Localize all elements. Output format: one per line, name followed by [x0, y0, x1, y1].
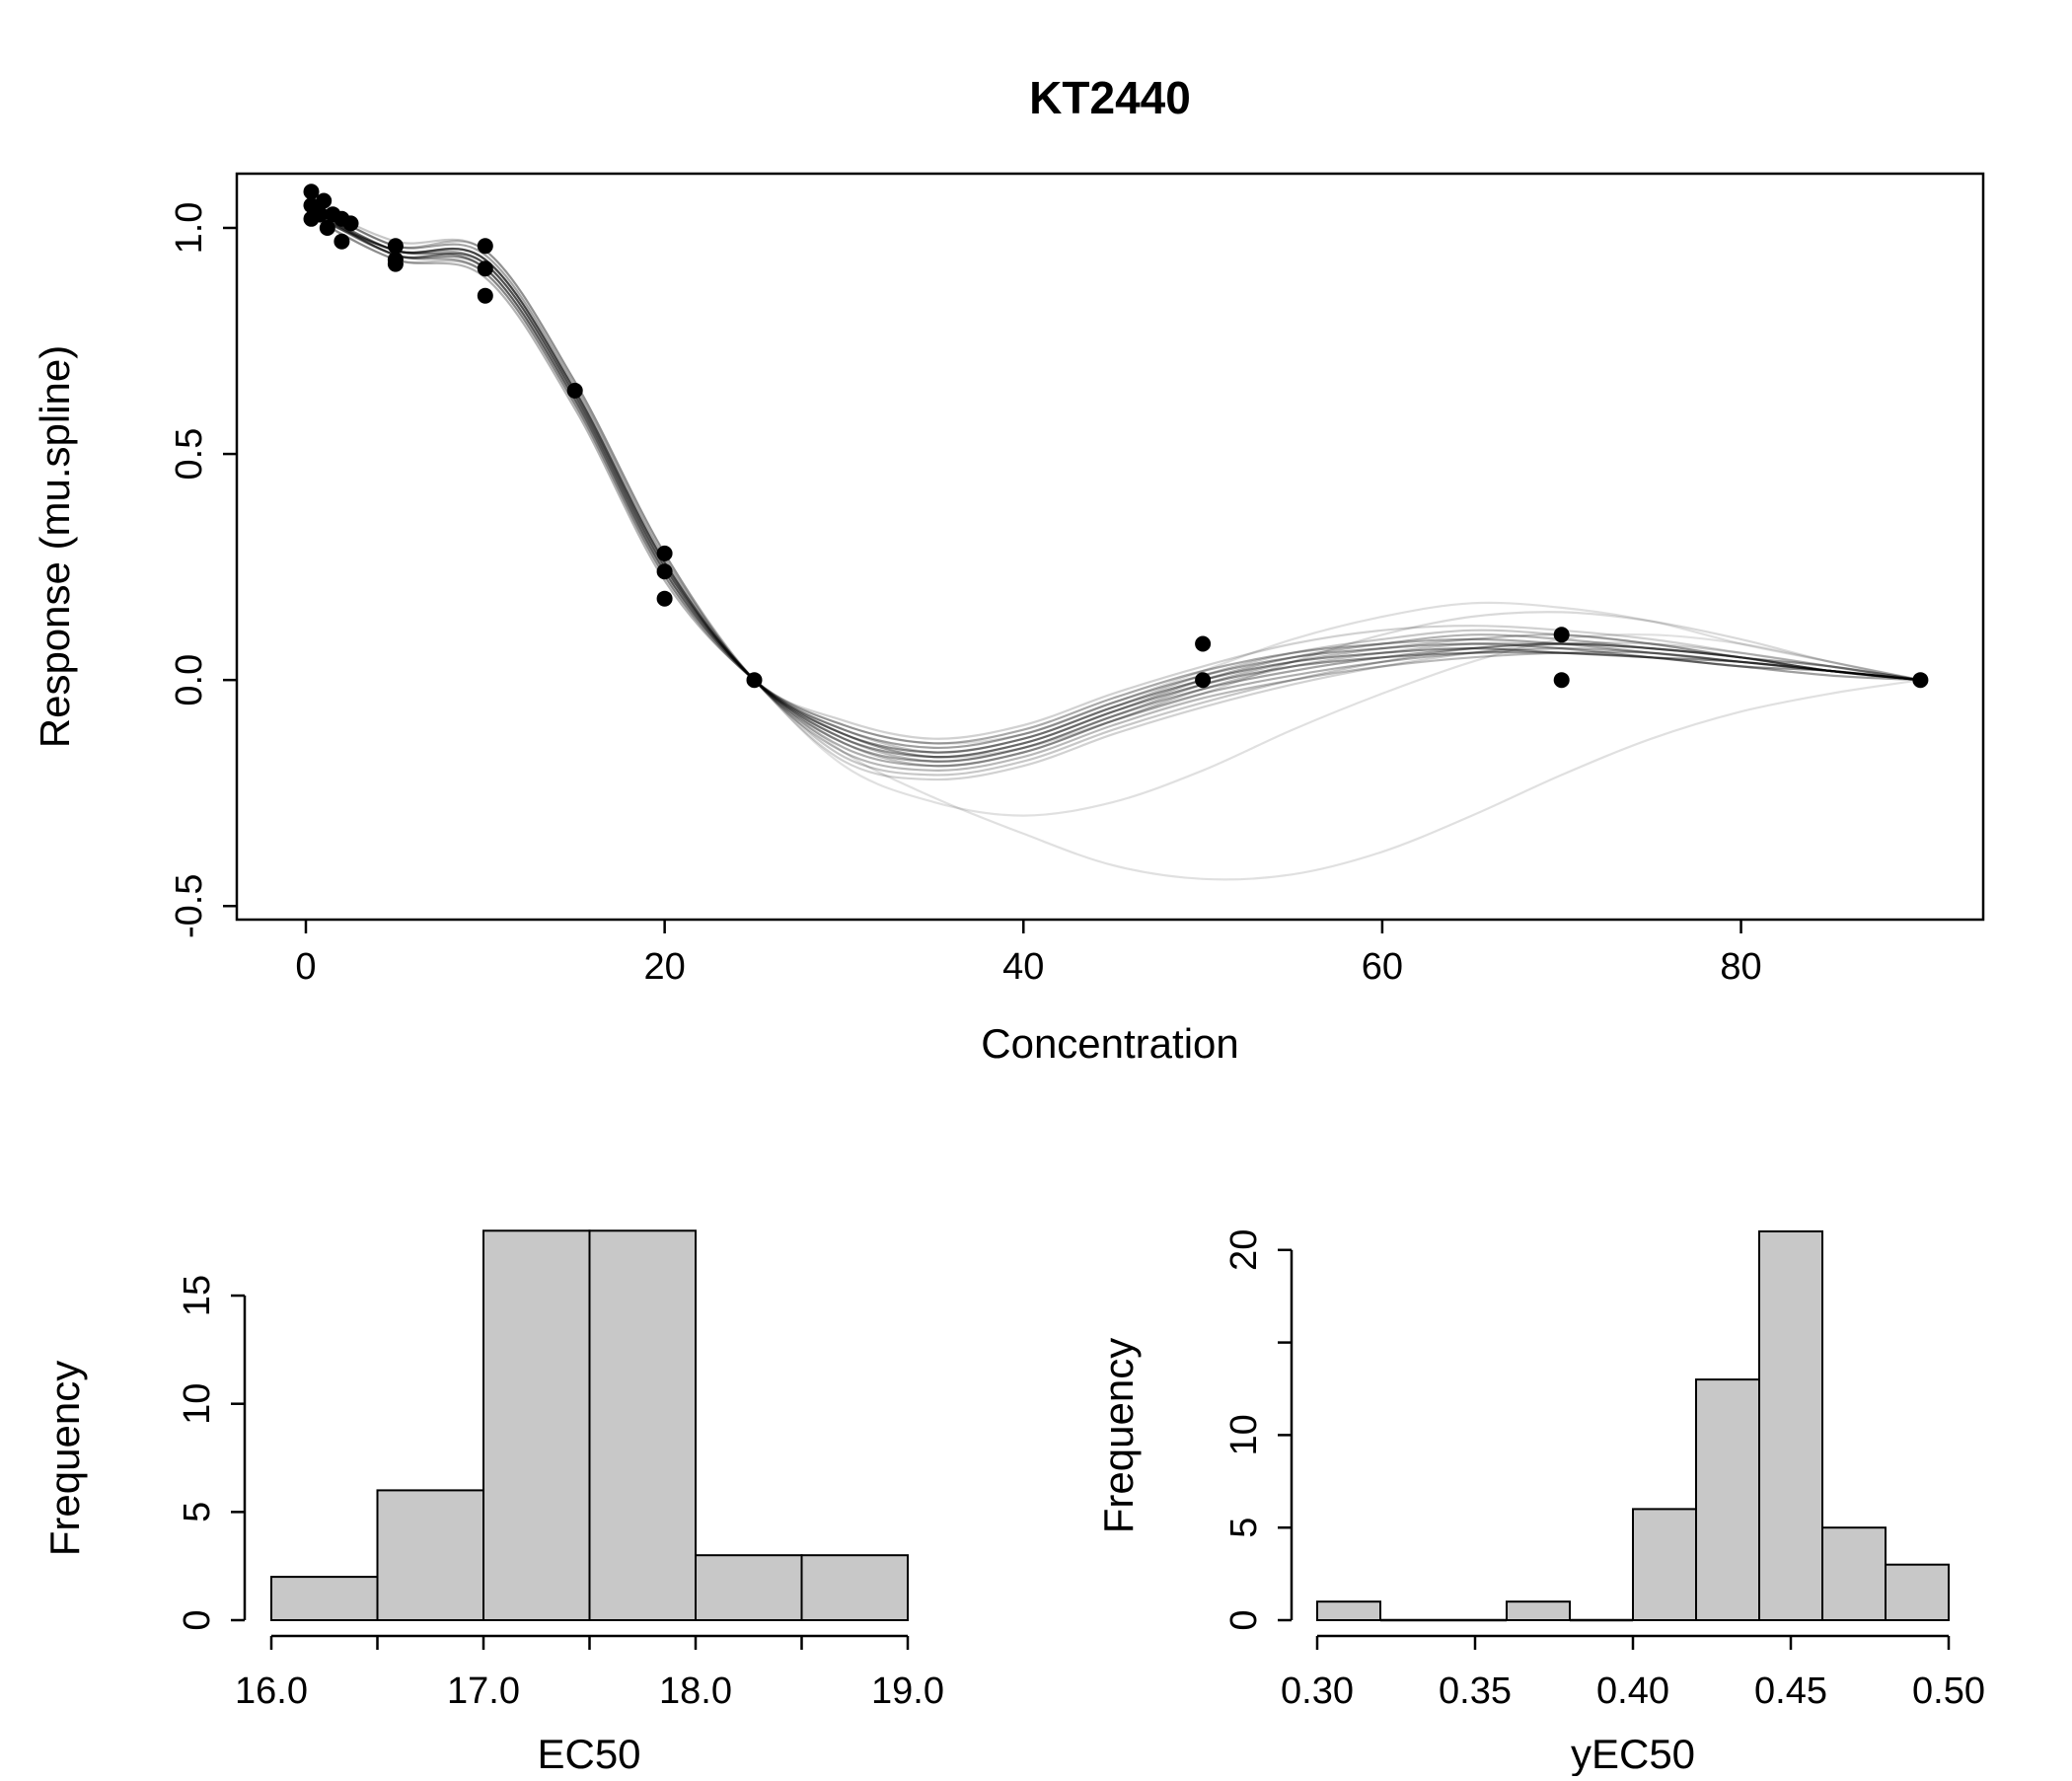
- data-point: [477, 260, 493, 277]
- spline-curve: [305, 199, 1921, 763]
- y-tick-label: 5: [1223, 1518, 1265, 1538]
- x-tick-label: 80: [1720, 946, 1761, 988]
- data-point: [387, 238, 404, 255]
- spline-curve: [305, 213, 1921, 759]
- y-tick-label: 15: [177, 1275, 218, 1316]
- hist-bar: [1632, 1508, 1697, 1622]
- y-tick-label: 10: [1223, 1414, 1265, 1455]
- x-tick-label: 20: [643, 946, 685, 988]
- hist-bar: [1758, 1230, 1823, 1621]
- spline-curve: [305, 204, 1921, 768]
- x-tick-label: 0.50: [1912, 1670, 1985, 1712]
- hist-bar: [270, 1576, 379, 1621]
- spline-curve: [305, 208, 1921, 817]
- x-tick-label: 17.0: [447, 1670, 520, 1712]
- data-point: [342, 215, 359, 232]
- spline-curve: [305, 208, 1921, 759]
- data-point: [303, 184, 320, 200]
- y-tick-label: 0: [1223, 1609, 1265, 1630]
- hist-bar: [1885, 1563, 1950, 1621]
- spline-curve: [305, 208, 1921, 745]
- x-tick-label: 40: [1002, 946, 1044, 988]
- spline-curve: [305, 213, 1921, 777]
- y-tick-label: 20: [1223, 1229, 1265, 1271]
- ec50-histogram: 16.0 17.0 18.0 19.0 0 5 10 15: [177, 1229, 944, 1712]
- ec50-y-axis-title: Frequency: [41, 1361, 88, 1556]
- y-tick-label: -0.5: [169, 874, 210, 938]
- yec50-histogram: 0.30 0.35 0.40 0.45 0.50 0 5 10 20: [1223, 1229, 1985, 1712]
- main-plot-box: [235, 172, 1985, 922]
- x-tick-label: 0: [295, 946, 316, 988]
- main-plot-title: KT2440: [1029, 72, 1191, 123]
- x-tick-label: 16.0: [235, 1670, 308, 1712]
- y-tick-label: 5: [177, 1502, 218, 1522]
- x-tick-label: 18.0: [659, 1670, 732, 1712]
- hist-bar: [1821, 1526, 1887, 1621]
- data-point: [1553, 627, 1570, 643]
- x-tick-label: 19.0: [871, 1670, 944, 1712]
- yec50-x-axis-title: yEC50: [1571, 1731, 1695, 1776]
- spline-curve: [305, 204, 1921, 759]
- y-tick-label: 0.5: [169, 428, 210, 481]
- main-y-axis-title: Response (mu.spline): [32, 345, 78, 749]
- main-x-axis-title: Concentration: [981, 1020, 1239, 1067]
- data-point: [656, 545, 673, 561]
- x-tick-label: 60: [1362, 946, 1403, 988]
- y-tick-label: 10: [177, 1383, 218, 1425]
- hist-bar: [695, 1554, 803, 1621]
- spline-curve: [305, 208, 1921, 781]
- spline-curve: [305, 208, 1921, 754]
- hist-bar: [482, 1229, 591, 1622]
- spline-curve: [305, 208, 1921, 763]
- y-tick-label: 0: [177, 1609, 218, 1630]
- hist-bar: [1506, 1600, 1571, 1621]
- data-point: [316, 192, 333, 209]
- data-point: [656, 590, 673, 607]
- data-point: [387, 256, 404, 272]
- ec50-x-axis-title: EC50: [537, 1731, 640, 1776]
- y-tick-label: 0.0: [169, 654, 210, 706]
- x-tick-label: 0.30: [1281, 1670, 1354, 1712]
- y-tick-label: 1.0: [169, 202, 210, 255]
- data-point: [333, 233, 350, 250]
- data-point: [1195, 635, 1212, 652]
- x-tick-label: 0.35: [1439, 1670, 1512, 1712]
- data-points-group: [303, 184, 1929, 689]
- spline-curve: [305, 204, 1921, 740]
- data-point: [566, 382, 583, 399]
- data-point: [1912, 672, 1929, 689]
- data-point: [1553, 672, 1570, 689]
- hist-bar: [1695, 1378, 1760, 1621]
- data-point: [656, 563, 673, 580]
- hist-bar: [588, 1229, 697, 1622]
- spline-curve: [305, 199, 1921, 754]
- x-tick-label: 0.45: [1754, 1670, 1827, 1712]
- data-point: [312, 206, 329, 223]
- data-point: [319, 220, 335, 236]
- data-point: [746, 672, 763, 689]
- main-x-axis: 0 20 40 60 80: [295, 920, 1762, 988]
- data-point: [477, 287, 493, 304]
- hist-bar: [1316, 1600, 1381, 1621]
- spline-curve: [305, 204, 1921, 881]
- spline-curve: [305, 199, 1921, 772]
- x-tick-label: 0.40: [1596, 1670, 1669, 1712]
- data-point: [1195, 672, 1212, 689]
- yec50-y-axis-title: Frequency: [1095, 1338, 1142, 1533]
- main-y-axis: -0.5 0.0 0.5 1.0: [169, 202, 237, 938]
- hist-bar: [800, 1554, 909, 1621]
- hist-bar: [376, 1489, 484, 1622]
- data-point: [477, 238, 493, 255]
- spline-curve: [305, 204, 1921, 745]
- spline-curve: [305, 204, 1921, 768]
